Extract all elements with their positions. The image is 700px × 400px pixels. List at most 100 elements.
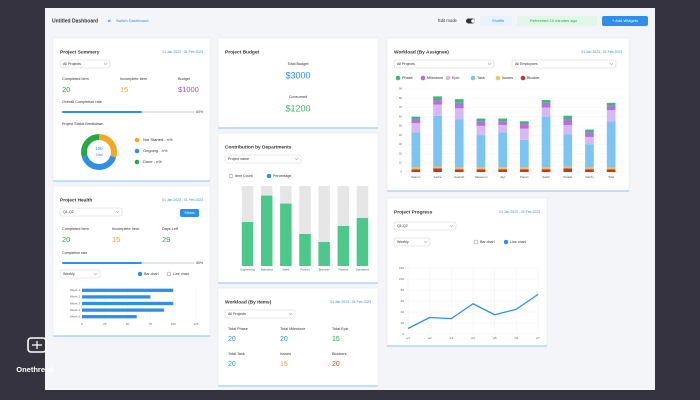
switch-dashboard[interactable]: Switch Dashboard bbox=[116, 18, 148, 23]
bar bbox=[260, 195, 273, 266]
legend-label: Ongoing - n% bbox=[143, 148, 168, 153]
bar-segment bbox=[454, 99, 464, 103]
bar-background bbox=[299, 186, 311, 266]
status-label[interactable]: Status bbox=[184, 211, 194, 215]
bar-segment bbox=[563, 166, 573, 169]
bar-segment bbox=[585, 167, 594, 170]
bar-segment bbox=[476, 125, 486, 136]
bar-segment bbox=[411, 167, 421, 170]
bar-segment bbox=[606, 121, 616, 168]
bar-segment bbox=[498, 167, 507, 170]
radio-label[interactable]: Line chart bbox=[510, 240, 526, 244]
dropdown[interactable] bbox=[224, 309, 296, 319]
bar-segment bbox=[606, 105, 616, 111]
radio-label[interactable]: Line chart bbox=[173, 272, 189, 276]
legend-label: Done - n% bbox=[143, 159, 162, 164]
bar-segment bbox=[411, 123, 421, 133]
dropdown[interactable] bbox=[393, 59, 495, 69]
bar-segment bbox=[541, 102, 551, 108]
refresh-badge bbox=[517, 16, 597, 26]
stat-value: 20 bbox=[62, 85, 70, 94]
stat-label: Total Phase bbox=[228, 327, 248, 331]
radio-label[interactable]: Bar chart bbox=[144, 272, 159, 276]
bar bbox=[241, 222, 254, 266]
bar-segment bbox=[498, 118, 507, 122]
bar-segment bbox=[606, 167, 616, 170]
bar-segment bbox=[411, 116, 421, 120]
radio-label[interactable]: Item Count bbox=[235, 174, 253, 178]
dropdown-label[interactable]: Project name bbox=[228, 157, 249, 161]
dropdown-label[interactable]: Weekly bbox=[63, 272, 75, 276]
radio-label[interactable]: Percentage bbox=[273, 174, 291, 178]
chevron bbox=[487, 63, 492, 66]
rate-title: Completion rate bbox=[62, 251, 87, 255]
logo-mark bbox=[27, 337, 47, 353]
chevron bbox=[449, 225, 454, 228]
dropdown-label[interactable]: Q1-Q2 bbox=[63, 210, 74, 214]
radio[interactable] bbox=[503, 239, 509, 245]
chevron bbox=[103, 63, 108, 66]
stat-label: Total Task bbox=[228, 352, 245, 356]
legend-label: Not Started - n% bbox=[143, 137, 173, 142]
panel-title: Project Budget bbox=[225, 49, 260, 55]
bar-segment bbox=[541, 100, 551, 103]
status-button[interactable] bbox=[180, 209, 199, 217]
stat-label: Total Milestone bbox=[280, 327, 305, 331]
x-tick-label: 75 bbox=[149, 322, 153, 326]
x-tick-label: Sales bbox=[282, 268, 289, 272]
bar-segment bbox=[498, 121, 507, 125]
dropdown[interactable] bbox=[511, 59, 617, 69]
y-tick-label: Week 1 bbox=[70, 288, 80, 292]
bar-segment bbox=[563, 115, 573, 120]
radio-label[interactable]: Bar chart bbox=[480, 240, 495, 244]
bar-segment bbox=[541, 116, 551, 168]
dropdown[interactable] bbox=[59, 207, 123, 217]
stat-value: 15 bbox=[332, 336, 340, 343]
stat-label: Days Left bbox=[162, 227, 179, 231]
dropdown-label[interactable]: All Employees bbox=[515, 62, 538, 66]
stat-value: 20 bbox=[228, 336, 236, 343]
y-tick-label: 0 bbox=[400, 170, 402, 174]
add-button[interactable] bbox=[602, 16, 648, 26]
dashboard-title: Untitled Dashboard bbox=[52, 18, 98, 24]
total-budget: $3000 bbox=[285, 70, 310, 80]
dropdown-label[interactable]: All Projects bbox=[63, 62, 81, 66]
x-tick-label: Sakib bbox=[542, 175, 550, 179]
radio[interactable] bbox=[266, 173, 272, 179]
shuffle-button[interactable] bbox=[480, 16, 512, 26]
y-tick-label: 120 bbox=[399, 266, 404, 270]
y-tick-label: 20 bbox=[401, 321, 405, 325]
x-tick-label: Sibli bbox=[608, 175, 614, 179]
dropdown-label[interactable]: Weekly bbox=[397, 240, 409, 244]
radio[interactable] bbox=[473, 239, 479, 245]
legend-label: Task bbox=[477, 76, 485, 80]
shuffle[interactable]: Shuffle bbox=[492, 18, 505, 23]
dropdown-label[interactable]: Q1-Q2 bbox=[397, 224, 408, 228]
dropdown-label[interactable]: All Projects bbox=[228, 312, 246, 316]
dropdown[interactable] bbox=[393, 221, 457, 231]
bar-segment bbox=[433, 96, 442, 101]
y-tick-label: Week 4 bbox=[70, 308, 80, 312]
radio[interactable] bbox=[166, 271, 172, 277]
dropdown[interactable] bbox=[224, 154, 302, 164]
x-tick-label: Salmin bbox=[411, 175, 421, 179]
donut-segment bbox=[81, 134, 117, 170]
y-tick-label: Week 2 bbox=[70, 295, 80, 299]
add-widgets[interactable]: + Add Widgets bbox=[612, 18, 638, 23]
stat-label: Incomplete Item bbox=[112, 227, 139, 231]
x-tick-label: Engineering bbox=[240, 268, 255, 272]
bar bbox=[82, 288, 174, 292]
legend-dot bbox=[134, 137, 140, 143]
refreshed: Refreshed 10 minutes ago bbox=[530, 18, 578, 23]
dropdown[interactable] bbox=[59, 269, 101, 279]
bar-segment bbox=[585, 132, 594, 137]
radio[interactable] bbox=[228, 173, 234, 179]
bar-segment bbox=[520, 167, 529, 170]
dropdown-label[interactable]: All Projects bbox=[397, 62, 415, 66]
dropdown[interactable] bbox=[393, 237, 431, 247]
dropdown[interactable] bbox=[59, 59, 111, 69]
brand-name: Onethread bbox=[16, 365, 54, 374]
bar bbox=[82, 295, 151, 299]
x-tick-label: w6 bbox=[514, 336, 518, 340]
radio[interactable] bbox=[137, 271, 143, 277]
